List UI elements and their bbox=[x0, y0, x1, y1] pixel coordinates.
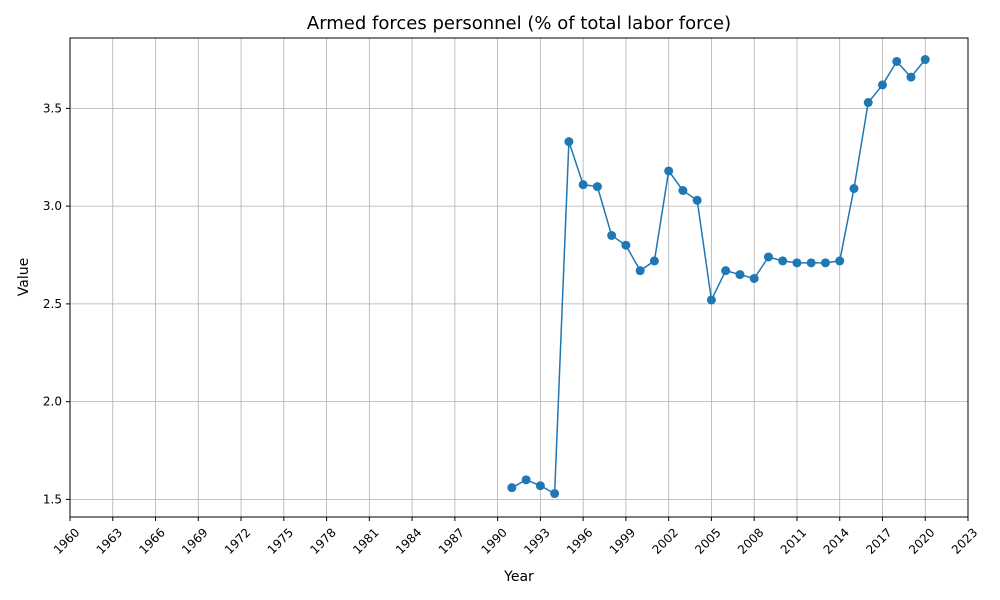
data-point bbox=[564, 137, 574, 147]
x-tick-label: 1969 bbox=[179, 525, 210, 556]
data-point bbox=[877, 80, 887, 90]
data-point bbox=[806, 258, 816, 268]
data-point bbox=[820, 258, 830, 268]
data-point bbox=[892, 56, 902, 66]
x-tick-label: 2014 bbox=[821, 525, 852, 556]
x-tick-label: 1975 bbox=[265, 525, 296, 556]
x-tick-label: 2023 bbox=[949, 525, 980, 556]
data-point bbox=[721, 266, 731, 276]
x-axis-title: Year bbox=[503, 569, 534, 585]
data-point bbox=[649, 256, 659, 266]
x-tick-label: 1984 bbox=[393, 525, 424, 556]
data-point bbox=[635, 266, 645, 276]
x-tick-label: 1987 bbox=[436, 525, 467, 556]
x-tick-label: 2017 bbox=[863, 525, 894, 556]
x-tick-label: 2005 bbox=[692, 525, 723, 556]
x-tick-label: 1963 bbox=[94, 525, 125, 556]
y-axis-title: Value bbox=[16, 258, 32, 296]
x-tick-label: 2020 bbox=[906, 525, 937, 556]
plot-frame bbox=[69, 37, 969, 518]
x-tick-label: 1960 bbox=[51, 525, 82, 556]
x-tick-label: 1972 bbox=[222, 525, 253, 556]
data-point bbox=[507, 483, 517, 493]
data-point bbox=[621, 240, 631, 250]
x-tick-label: 2008 bbox=[735, 525, 766, 556]
y-tick-label: 3.0 bbox=[43, 199, 62, 213]
data-point bbox=[550, 489, 560, 499]
y-axis-ticks: 1.5 2.0 2.5 3.0 3.5 bbox=[43, 101, 70, 506]
data-point bbox=[835, 256, 845, 266]
x-tick-label: 1978 bbox=[307, 525, 338, 556]
x-tick-label: 1981 bbox=[350, 525, 381, 556]
data-series bbox=[507, 55, 930, 499]
data-point bbox=[792, 258, 802, 268]
data-point bbox=[607, 230, 617, 240]
x-tick-label: 2011 bbox=[778, 525, 809, 556]
data-point bbox=[735, 270, 745, 280]
x-tick-label: 2002 bbox=[650, 525, 681, 556]
y-tick-label: 3.5 bbox=[43, 101, 62, 115]
x-tick-label: 1966 bbox=[136, 525, 167, 556]
series-line bbox=[511, 59, 926, 495]
data-point bbox=[749, 273, 759, 283]
data-point bbox=[535, 481, 545, 491]
x-axis-ticks: 1960 1963 1966 1969 1972 1975 1978 1981 1984 1987… bbox=[51, 517, 980, 557]
data-point bbox=[778, 256, 788, 266]
y-tick-label: 2.0 bbox=[43, 395, 62, 409]
x-tick-label: 1999 bbox=[607, 525, 638, 556]
data-point bbox=[692, 195, 702, 205]
data-point bbox=[906, 72, 916, 82]
data-point bbox=[578, 180, 588, 190]
grid-lines bbox=[69, 38, 969, 517]
data-point bbox=[849, 184, 859, 194]
chart-title: Armed forces personnel (% of total labor… bbox=[307, 13, 731, 34]
y-tick-label: 1.5 bbox=[43, 492, 62, 506]
data-point bbox=[678, 185, 688, 195]
data-point bbox=[920, 55, 930, 65]
data-point bbox=[863, 98, 873, 108]
data-point bbox=[763, 252, 773, 262]
x-tick-label: 1993 bbox=[521, 525, 552, 556]
data-point bbox=[664, 166, 674, 176]
data-point bbox=[706, 295, 716, 305]
data-point bbox=[521, 475, 531, 485]
data-point bbox=[592, 182, 602, 192]
x-tick-label: 1990 bbox=[478, 525, 509, 556]
x-tick-label: 1996 bbox=[564, 525, 595, 556]
y-tick-label: 2.5 bbox=[43, 297, 62, 311]
